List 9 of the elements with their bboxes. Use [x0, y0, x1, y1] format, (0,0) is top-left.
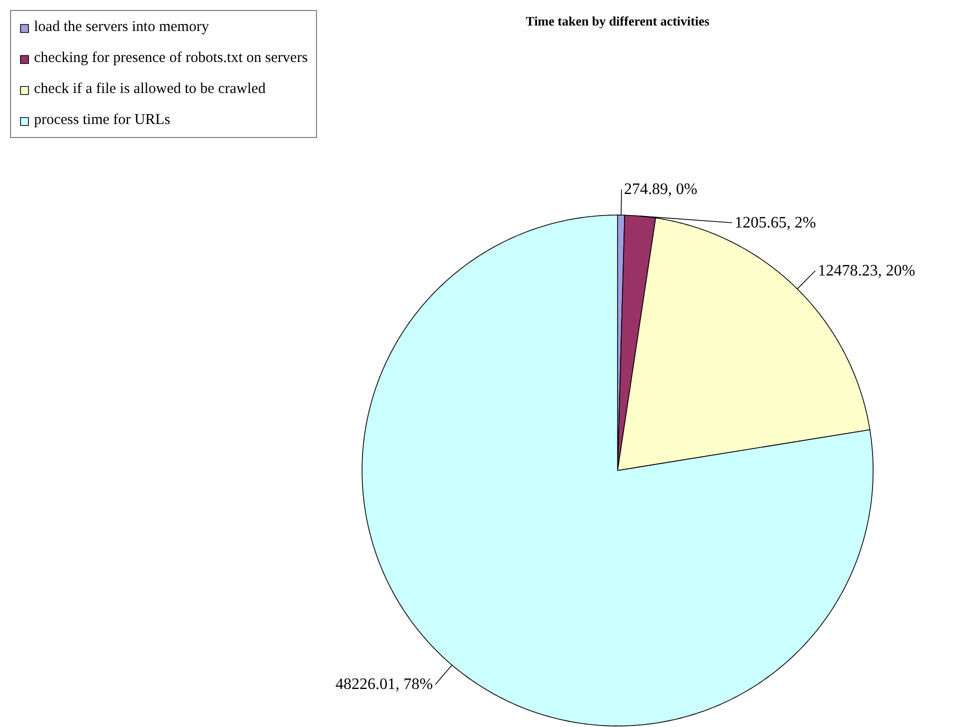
legend-label: load the servers into memory	[34, 19, 209, 36]
data-label: 1205.65, 2%	[734, 214, 816, 232]
data-label: 48226.01, 78%	[336, 676, 433, 693]
data-label: 274.89, 0%	[624, 181, 698, 198]
legend-label: check if a file is allowed to be crawled	[34, 81, 266, 98]
chart-title: Time taken by different activities	[526, 13, 710, 28]
data-label: 12478.23, 20%	[818, 262, 916, 280]
legend-label: process time for URLs	[34, 112, 170, 129]
legend-label: checking for presence of robots.txt on servers	[34, 50, 308, 67]
